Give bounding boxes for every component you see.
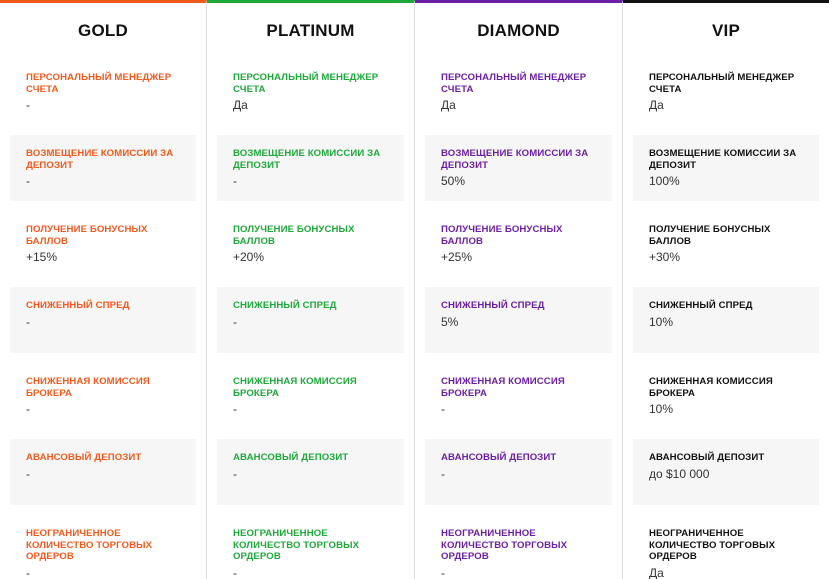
feature-label: СНИЖЕННЫЙ СПРЕД (649, 300, 753, 311)
feature-value: - (441, 466, 445, 481)
feature-row-account-manager: ПЕРСОНАЛЬНЫЙ МЕНЕДЖЕР СЧЕТА Да (425, 59, 612, 125)
feature-label: ВОЗМЕЩЕНИЕ КОМИССИИ ЗА ДЕПОЗИТ (233, 148, 381, 171)
feature-value: 5% (441, 314, 459, 329)
feature-row-advance-deposit: АВАНСОВЫЙ ДЕПОЗИТ - (217, 439, 404, 505)
feature-row-bonus-points: ПОЛУЧЕНИЕ БОНУСНЫХ БАЛЛОВ +20% (217, 211, 404, 277)
feature-label: ПОЛУЧЕНИЕ БОНУСНЫХ БАЛЛОВ (26, 224, 148, 247)
plan-column-diamond: DIAMOND ПЕРСОНАЛЬНЫЙ МЕНЕДЖЕР СЧЕТА Да В… (415, 0, 623, 579)
feature-label: АВАНСОВЫЙ ДЕПОЗИТ (26, 452, 142, 463)
feature-row-unlimited-orders: НЕОГРАНИЧЕННОЕ КОЛИЧЕСТВО ТОРГОВЫХ ОРДЕР… (10, 515, 196, 579)
feature-row-reduced-commission: СНИЖЕННАЯ КОМИССИЯ БРОКЕРА - (10, 363, 196, 429)
feature-value: - (233, 565, 237, 579)
feature-row-reduced-spread: СНИЖЕННЫЙ СПРЕД 5% (425, 287, 612, 353)
feature-row-deposit-fee-refund: ВОЗМЕЩЕНИЕ КОМИССИИ ЗА ДЕПОЗИТ - (217, 135, 404, 201)
feature-label: ПОЛУЧЕНИЕ БОНУСНЫХ БАЛЛОВ (233, 224, 355, 247)
feature-label: АВАНСОВЫЙ ДЕПОЗИТ (441, 452, 557, 463)
feature-row-deposit-fee-refund: ВОЗМЕЩЕНИЕ КОМИССИИ ЗА ДЕПОЗИТ 50% (425, 135, 612, 201)
feature-value: до $10 000 (649, 466, 710, 481)
feature-value: +30% (649, 250, 681, 264)
feature-row-bonus-points: ПОЛУЧЕНИЕ БОНУСНЫХ БАЛЛОВ +15% (10, 211, 196, 277)
feature-value: Да (441, 98, 456, 112)
feature-label: СНИЖЕННАЯ КОМИССИЯ БРОКЕРА (649, 376, 773, 399)
feature-row-deposit-fee-refund: ВОЗМЕЩЕНИЕ КОМИССИИ ЗА ДЕПОЗИТ - (10, 135, 196, 201)
feature-label: СНИЖЕННЫЙ СПРЕД (441, 300, 545, 311)
feature-label: ПЕРСОНАЛЬНЫЙ МЕНЕДЖЕР СЧЕТА (26, 72, 172, 95)
feature-value: +20% (233, 250, 265, 264)
feature-value: 100% (649, 174, 680, 188)
feature-value: - (26, 565, 30, 579)
feature-list: ПЕРСОНАЛЬНЫЙ МЕНЕДЖЕР СЧЕТА - ВОЗМЕЩЕНИЕ… (10, 59, 196, 579)
feature-value: - (26, 402, 30, 416)
feature-label: СНИЖЕННАЯ КОМИССИЯ БРОКЕРА (441, 376, 565, 399)
feature-row-advance-deposit: АВАНСОВЫЙ ДЕПОЗИТ - (10, 439, 196, 505)
feature-label: ВОЗМЕЩЕНИЕ КОМИССИИ ЗА ДЕПОЗИТ (441, 148, 589, 171)
feature-value: - (441, 402, 445, 416)
feature-label: СНИЖЕННЫЙ СПРЕД (26, 300, 130, 311)
feature-row-account-manager: ПЕРСОНАЛЬНЫЙ МЕНЕДЖЕР СЧЕТА - (10, 59, 196, 125)
feature-value: - (233, 402, 237, 416)
plan-title: PLATINUM (266, 21, 355, 40)
feature-row-advance-deposit: АВАНСОВЫЙ ДЕПОЗИТ - (425, 439, 612, 505)
feature-row-deposit-fee-refund: ВОЗМЕЩЕНИЕ КОМИССИИ ЗА ДЕПОЗИТ 100% (633, 135, 819, 201)
feature-value: Да (649, 98, 664, 112)
feature-label: СНИЖЕННАЯ КОМИССИЯ БРОКЕРА (233, 376, 357, 399)
feature-row-reduced-spread: СНИЖЕННЫЙ СПРЕД 10% (633, 287, 819, 353)
feature-value: 10% (649, 314, 674, 329)
feature-value: +15% (26, 250, 58, 264)
feature-row-advance-deposit: АВАНСОВЫЙ ДЕПОЗИТ до $10 000 (633, 439, 819, 505)
plan-column-gold: GOLD ПЕРСОНАЛЬНЫЙ МЕНЕДЖЕР СЧЕТА - ВОЗМЕ… (0, 0, 207, 579)
feature-label: ПОЛУЧЕНИЕ БОНУСНЫХ БАЛЛОВ (441, 224, 563, 247)
feature-value: - (26, 174, 30, 188)
plan-column-vip: VIP ПЕРСОНАЛЬНЫЙ МЕНЕДЖЕР СЧЕТА Да ВОЗМЕ… (623, 0, 829, 579)
feature-label: СНИЖЕННЫЙ СПРЕД (233, 300, 337, 311)
plan-title: GOLD (78, 21, 128, 40)
feature-label: НЕОГРАНИЧЕННОЕ КОЛИЧЕСТВО ТОРГОВЫХ ОРДЕР… (26, 528, 153, 562)
feature-row-bonus-points: ПОЛУЧЕНИЕ БОНУСНЫХ БАЛЛОВ +30% (633, 211, 819, 277)
feature-row-reduced-commission: СНИЖЕННАЯ КОМИССИЯ БРОКЕРА 10% (633, 363, 819, 429)
feature-label: НЕОГРАНИЧЕННОЕ КОЛИЧЕСТВО ТОРГОВЫХ ОРДЕР… (649, 528, 776, 562)
feature-value: - (233, 314, 237, 329)
feature-value: - (441, 565, 445, 579)
feature-label: ПЕРСОНАЛЬНЫЙ МЕНЕДЖЕР СЧЕТА (649, 72, 795, 95)
feature-row-account-manager: ПЕРСОНАЛЬНЫЙ МЕНЕДЖЕР СЧЕТА Да (217, 59, 404, 125)
feature-value: +25% (441, 250, 473, 264)
plan-title: DIAMOND (477, 21, 560, 40)
feature-label: ВОЗМЕЩЕНИЕ КОМИССИИ ЗА ДЕПОЗИТ (26, 148, 174, 171)
feature-list: ПЕРСОНАЛЬНЫЙ МЕНЕДЖЕР СЧЕТА Да ВОЗМЕЩЕНИ… (217, 59, 404, 579)
feature-row-unlimited-orders: НЕОГРАНИЧЕННОЕ КОЛИЧЕСТВО ТОРГОВЫХ ОРДЕР… (425, 515, 612, 579)
feature-value: Да (233, 98, 248, 112)
plan-title: VIP (711, 21, 740, 40)
feature-label: АВАНСОВЫЙ ДЕПОЗИТ (649, 452, 765, 463)
feature-label: СНИЖЕННАЯ КОМИССИЯ БРОКЕРА (26, 376, 150, 399)
feature-row-unlimited-orders: НЕОГРАНИЧЕННОЕ КОЛИЧЕСТВО ТОРГОВЫХ ОРДЕР… (633, 515, 819, 579)
feature-value: - (233, 174, 237, 188)
feature-list: ПЕРСОНАЛЬНЫЙ МЕНЕДЖЕР СЧЕТА Да ВОЗМЕЩЕНИ… (425, 59, 612, 579)
feature-value: - (26, 314, 30, 329)
feature-label: ВОЗМЕЩЕНИЕ КОМИССИИ ЗА ДЕПОЗИТ (649, 148, 797, 171)
feature-label: НЕОГРАНИЧЕННОЕ КОЛИЧЕСТВО ТОРГОВЫХ ОРДЕР… (233, 528, 360, 562)
feature-list: ПЕРСОНАЛЬНЫЙ МЕНЕДЖЕР СЧЕТА Да ВОЗМЕЩЕНИ… (633, 59, 819, 579)
feature-row-bonus-points: ПОЛУЧЕНИЕ БОНУСНЫХ БАЛЛОВ +25% (425, 211, 612, 277)
feature-label: ПОЛУЧЕНИЕ БОНУСНЫХ БАЛЛОВ (649, 224, 771, 247)
feature-value: 50% (441, 174, 466, 188)
feature-value: 10% (649, 402, 674, 416)
feature-row-reduced-spread: СНИЖЕННЫЙ СПРЕД - (10, 287, 196, 353)
feature-row-reduced-spread: СНИЖЕННЫЙ СПРЕД - (217, 287, 404, 353)
feature-value: - (26, 98, 30, 112)
feature-label: АВАНСОВЫЙ ДЕПОЗИТ (233, 452, 349, 463)
plan-column-platinum: PLATINUM ПЕРСОНАЛЬНЫЙ МЕНЕДЖЕР СЧЕТА Да … (207, 0, 415, 579)
feature-row-reduced-commission: СНИЖЕННАЯ КОМИССИЯ БРОКЕРА - (217, 363, 404, 429)
feature-row-unlimited-orders: НЕОГРАНИЧЕННОЕ КОЛИЧЕСТВО ТОРГОВЫХ ОРДЕР… (217, 515, 404, 579)
feature-row-account-manager: ПЕРСОНАЛЬНЫЙ МЕНЕДЖЕР СЧЕТА Да (633, 59, 819, 125)
feature-label: ПЕРСОНАЛЬНЫЙ МЕНЕДЖЕР СЧЕТА (441, 72, 587, 95)
feature-row-reduced-commission: СНИЖЕННАЯ КОМИССИЯ БРОКЕРА - (425, 363, 612, 429)
feature-value: - (233, 466, 237, 481)
feature-value: Да (649, 565, 664, 579)
feature-label: НЕОГРАНИЧЕННОЕ КОЛИЧЕСТВО ТОРГОВЫХ ОРДЕР… (441, 528, 568, 562)
feature-value: - (26, 466, 30, 481)
feature-label: ПЕРСОНАЛЬНЫЙ МЕНЕДЖЕР СЧЕТА (233, 72, 379, 95)
